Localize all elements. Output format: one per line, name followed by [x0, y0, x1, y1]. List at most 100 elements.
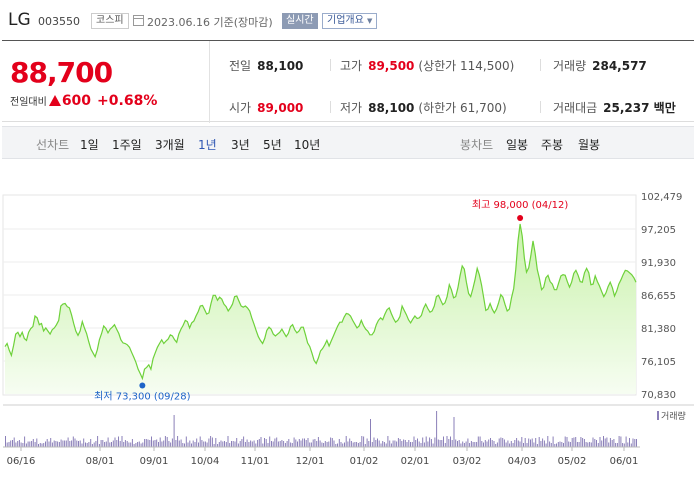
tab-monthly[interactable]: 월봉 — [578, 138, 601, 152]
volume-bar — [323, 443, 325, 447]
volume-bar — [344, 442, 345, 447]
volume-bar — [502, 438, 504, 447]
volume-bar — [437, 439, 439, 447]
volume-bar — [277, 441, 279, 447]
tab-weekly[interactable]: 주봉 — [541, 138, 564, 152]
x-tick-label: 05/02 — [558, 456, 587, 467]
volume-bar — [15, 442, 17, 447]
volume-bar — [423, 442, 425, 447]
tab-10y[interactable]: 10년 — [294, 138, 321, 152]
volume-bar — [458, 440, 460, 447]
y-tick-label: 86,655 — [641, 291, 676, 302]
tab-3y[interactable]: 3년 — [231, 138, 250, 152]
volume-bar — [6, 442, 8, 447]
volume-bar — [112, 440, 114, 447]
volume-bar — [255, 443, 257, 447]
volume-value: 284,577 — [592, 59, 647, 73]
volume-bar — [430, 439, 432, 447]
volume-bar — [368, 441, 370, 447]
volume-bar — [616, 443, 618, 447]
stock-header: LG 003550 코스피 2023.06.16 기준(장마감) 실시간 기업개… — [0, 0, 694, 40]
volume-bar — [86, 443, 88, 447]
volume-bar — [622, 443, 624, 447]
current-price: 88,700 — [10, 56, 113, 89]
amount-label: 거래대금 — [553, 101, 598, 115]
volume-bar — [587, 442, 589, 447]
tab-1y[interactable]: 1년 — [198, 138, 217, 152]
volume-bar — [131, 439, 133, 447]
volume-bar — [213, 444, 215, 447]
tab-1d[interactable]: 1일 — [80, 138, 99, 152]
volume-bar — [97, 436, 99, 447]
upper-limit: (상한가 114,500) — [418, 59, 515, 73]
volume-bar — [377, 438, 378, 447]
volume-bar — [65, 440, 67, 447]
change-percent: +0.68% — [97, 93, 158, 109]
volume-bar — [331, 438, 333, 447]
volume-bar — [463, 443, 465, 447]
volume-bar — [498, 438, 500, 447]
volume-bar — [450, 436, 451, 447]
y-tick-label: 81,380 — [641, 324, 676, 335]
volume-bar — [109, 442, 111, 447]
volume-bar — [455, 439, 457, 447]
trade-amount: 거래대금 25,237 백만 — [553, 99, 676, 116]
volume-bar — [312, 439, 314, 447]
x-tick-label: 03/02 — [453, 456, 482, 467]
volume-bar — [102, 440, 104, 447]
stock-code: 003550 — [38, 15, 80, 28]
volume-bar — [39, 443, 41, 447]
tab-daily[interactable]: 일봉 — [506, 138, 529, 152]
volume-bar — [154, 440, 156, 447]
volume-bar — [476, 442, 478, 447]
volume-bar — [443, 436, 444, 447]
volume-bar — [335, 444, 337, 447]
volume-bar — [503, 439, 505, 447]
volume-bar — [166, 437, 168, 447]
open-value: 89,000 — [257, 101, 304, 115]
volume-bar — [448, 439, 450, 447]
volume-bar — [524, 438, 526, 447]
volume-bar — [243, 436, 245, 447]
realtime-button[interactable]: 실시간 — [282, 13, 318, 29]
volume-bar — [78, 441, 79, 447]
volume-bar — [413, 436, 415, 447]
volume-bar — [363, 436, 365, 447]
tab-3m[interactable]: 3개월 — [155, 138, 185, 152]
volume-bar — [429, 437, 431, 447]
volume-bar — [55, 441, 57, 447]
volume-bar — [116, 440, 118, 447]
volume-bar — [164, 436, 166, 447]
tab-1w[interactable]: 1주일 — [112, 138, 142, 152]
volume-bar — [198, 442, 199, 447]
quote-panel: 88,700 전일대비 600 +0.68% 전일 88,100 고가 89,500 (상… — [2, 40, 694, 123]
volume-bar — [383, 442, 385, 447]
volume-bar — [76, 440, 78, 447]
volume-bar — [159, 437, 161, 447]
company-info-dropdown[interactable]: 기업개요 ▼ — [322, 13, 378, 29]
volume-bar — [60, 439, 62, 447]
volume-bar — [25, 443, 27, 447]
volume-bar — [71, 440, 73, 447]
volume-bar — [589, 442, 591, 447]
volume-bar — [196, 438, 198, 447]
volume-bar — [48, 441, 50, 447]
volume-bar — [290, 442, 292, 447]
high-annotation: 최고 98,000 (04/12) — [472, 199, 568, 211]
volume-bar — [191, 443, 192, 447]
volume-bar — [345, 436, 347, 447]
prev-close-label: 전일 — [229, 59, 252, 73]
volume-bar — [493, 441, 495, 447]
volume-bar — [484, 440, 486, 447]
volume-bar — [453, 417, 455, 447]
volume-bar — [474, 442, 476, 447]
volume-bar — [389, 440, 391, 447]
volume-bar — [552, 436, 554, 447]
volume-bar — [512, 443, 514, 447]
volume-bar — [517, 440, 519, 447]
volume-bar — [185, 436, 187, 447]
volume-bar — [171, 438, 173, 447]
volume-bar — [611, 440, 613, 447]
volume-bar — [352, 442, 354, 447]
tab-5y[interactable]: 5년 — [263, 138, 282, 152]
